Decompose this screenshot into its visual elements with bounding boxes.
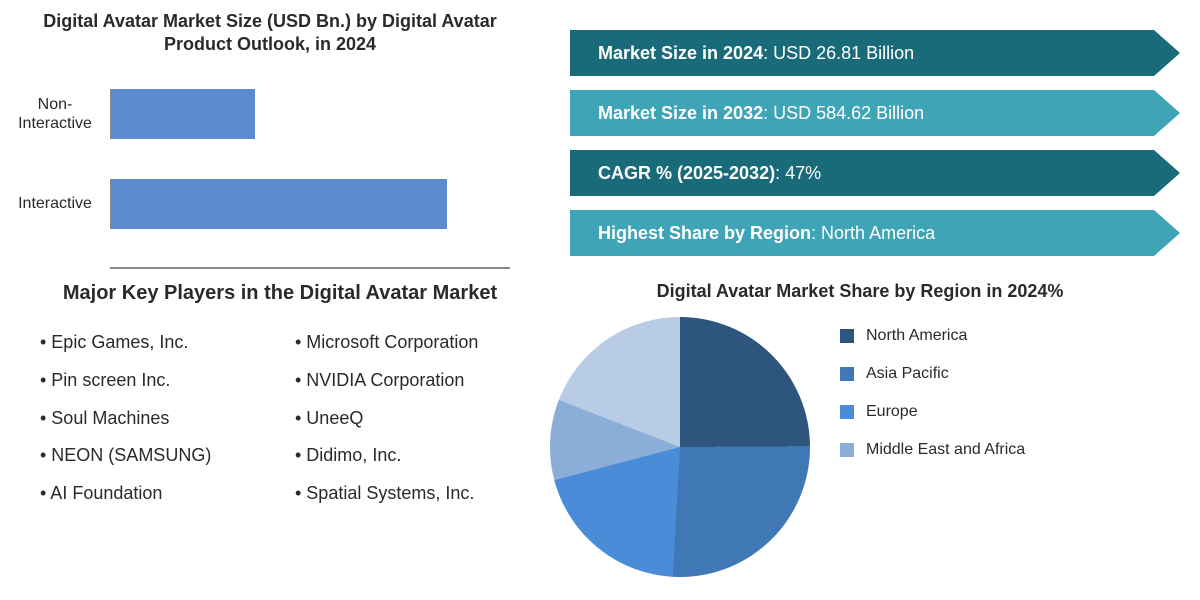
- player-item: • NVIDIA Corporation: [295, 362, 520, 400]
- player-item: • Pin screen Inc.: [40, 362, 265, 400]
- legend-swatch: [840, 405, 854, 419]
- bar-label: Interactive: [0, 194, 110, 213]
- player-item: • Epic Games, Inc.: [40, 324, 265, 362]
- player-item: • Spatial Systems, Inc.: [295, 475, 520, 513]
- player-item: • Microsoft Corporation: [295, 324, 520, 362]
- player-item: • NEON (SAMSUNG): [40, 437, 265, 475]
- players-title: Major Key Players in the Digital Avatar …: [40, 280, 520, 306]
- pie-chart-title: Digital Avatar Market Share by Region in…: [540, 280, 1180, 303]
- stat-banner: Highest Share by Region: North America: [570, 210, 1180, 256]
- player-item: • Soul Machines: [40, 400, 265, 438]
- bar-label: Non- Interactive: [0, 95, 110, 133]
- bar-track: [110, 89, 540, 139]
- bar-chart: Digital Avatar Market Size (USD Bn.) by …: [0, 0, 540, 270]
- bar-row: Interactive: [0, 159, 540, 249]
- stat-banner: Market Size in 2024: USD 26.81 Billion: [570, 30, 1180, 76]
- bar-fill: [112, 179, 447, 229]
- bar-fill: [112, 89, 255, 139]
- legend-label: North America: [866, 327, 967, 345]
- stat-banner: CAGR % (2025-2032): 47%: [570, 150, 1180, 196]
- legend-swatch: [840, 443, 854, 457]
- stat-banner: Market Size in 2032: USD 584.62 Billion: [570, 90, 1180, 136]
- players-col: • Microsoft Corporation• NVIDIA Corporat…: [295, 324, 520, 513]
- players-col: • Epic Games, Inc.• Pin screen Inc.• Sou…: [40, 324, 265, 513]
- pie-chart: Digital Avatar Market Share by Region in…: [540, 280, 1200, 600]
- key-players: Major Key Players in the Digital Avatar …: [0, 280, 540, 600]
- player-item: • AI Foundation: [40, 475, 265, 513]
- legend-swatch: [840, 329, 854, 343]
- legend-item: Asia Pacific: [840, 365, 1025, 383]
- legend-label: Europe: [866, 403, 918, 421]
- bar-row: Non- Interactive: [0, 69, 540, 159]
- legend-item: North America: [840, 327, 1025, 345]
- legend-item: Middle East and Africa: [840, 441, 1025, 459]
- legend-item: Europe: [840, 403, 1025, 421]
- bar-track: [110, 179, 540, 229]
- bar-axis: [110, 267, 510, 269]
- legend-label: Middle East and Africa: [866, 441, 1025, 459]
- pie-legend: North America Asia Pacific Europe Middle Ea…: [840, 317, 1025, 479]
- legend-label: Asia Pacific: [866, 365, 949, 383]
- player-item: • UneeQ: [295, 400, 520, 438]
- bar-chart-plot: Non- Interactive Interactive: [0, 69, 540, 269]
- player-item: • Didimo, Inc.: [295, 437, 520, 475]
- pie-plot: [550, 317, 810, 577]
- stat-banners: Market Size in 2024: USD 26.81 Billion Ma…: [540, 0, 1200, 270]
- legend-swatch: [840, 367, 854, 381]
- bar-chart-title: Digital Avatar Market Size (USD Bn.) by …: [0, 10, 540, 57]
